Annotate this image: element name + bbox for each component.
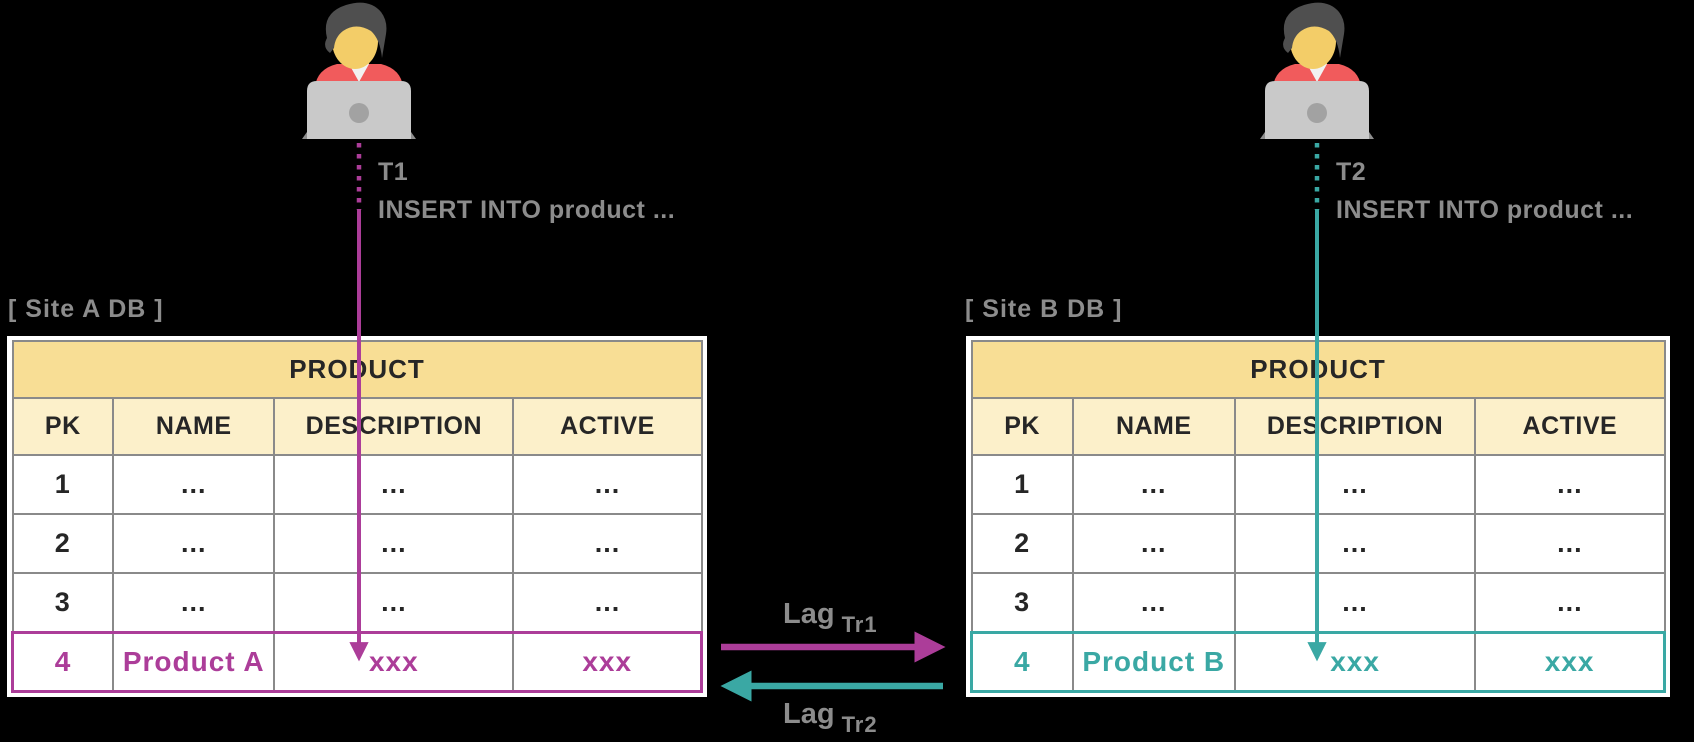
table-b-col-pk: PK (970, 397, 1074, 456)
table-row: 1 ... ... ... (970, 454, 1666, 515)
site-b-product-table: PRODUCT PK NAME DESCRIPTION ACTIVE 1 ...… (969, 340, 1667, 693)
transaction-t1-statement: INSERT INTO product ... (378, 196, 676, 224)
table-row: 1 ... ... ... (11, 454, 703, 515)
site-a-user-at-laptop-icon (302, 2, 416, 139)
table-row: 2 ... ... ... (970, 513, 1666, 574)
site-a-db-label: [ Site A DB ] (8, 295, 164, 323)
table-a-col-name: NAME (112, 397, 276, 456)
transaction-t2-label: T2 (1336, 158, 1367, 186)
table-b-col-active: ACTIVE (1474, 397, 1666, 456)
transaction-t2-statement: INSERT INTO product ... (1336, 196, 1634, 224)
table-a-title: PRODUCT (11, 340, 703, 399)
table-b-title: PRODUCT (970, 340, 1666, 399)
site-b-db-label: [ Site B DB ] (965, 295, 1123, 323)
table-b-col-description: DESCRIPTION (1233, 397, 1477, 456)
transaction-t1-label: T1 (378, 158, 409, 186)
table-a-col-description: DESCRIPTION (273, 397, 515, 456)
table-row: 3 ... ... ... (11, 572, 703, 633)
table-row-inserted-conflict: 4 Product B xxx xxx (969, 630, 1667, 693)
table-row: 3 ... ... ... (970, 572, 1666, 633)
table-a-col-active: ACTIVE (512, 397, 703, 456)
table-row: 2 ... ... ... (11, 513, 703, 574)
table-b-col-name: NAME (1071, 397, 1236, 456)
replication-lag-tr1-label: Lag Tr1 (783, 598, 878, 637)
site-a-product-table: PRODUCT PK NAME DESCRIPTION ACTIVE 1 ...… (11, 340, 704, 693)
table-a-col-pk: PK (11, 397, 115, 456)
site-b-user-at-laptop-icon (1260, 2, 1374, 139)
table-row-inserted-conflict: 4 Product A xxx xxx (11, 630, 704, 693)
replication-lag-tr2-label: Lag Tr2 (783, 698, 878, 737)
